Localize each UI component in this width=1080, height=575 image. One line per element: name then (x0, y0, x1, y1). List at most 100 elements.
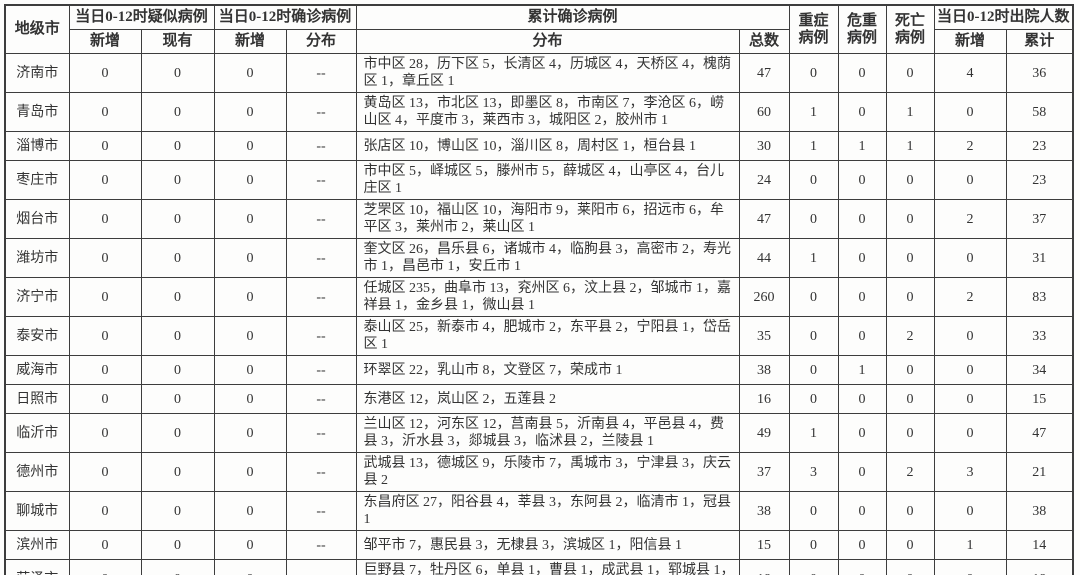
cell-severe: 0 (788, 160, 839, 200)
cell-discharged-cum: 21 (1005, 452, 1074, 492)
cell-discharged-cum: 23 (1005, 160, 1074, 200)
table-row: 滨州市 0 0 0 -- 邹平市 7，惠民县 3，无棣县 3，滨城区 1，阳信县 1 15 0… (4, 530, 1074, 560)
cell-city: 菏泽市 (4, 559, 70, 575)
cell-critical: 0 (837, 491, 887, 531)
cell-cumulative-dist: 市中区 28，历下区 5，长清区 4，历城区 4，天桥区 4，槐荫区 1，章丘区… (355, 53, 740, 93)
cell-suspected-new: 0 (68, 316, 142, 356)
cell-death: 0 (885, 413, 935, 453)
cell-cumulative-total: 38 (738, 355, 790, 385)
table-row: 潍坊市 0 0 0 -- 奎文区 26，昌乐县 6，诸城市 4，临朐县 3，高密市 2，寿… (4, 238, 1074, 278)
cell-cumulative-total: 30 (738, 131, 790, 161)
table-row: 菏泽市000--巨野县 7，牡丹区 6，单县 1，曹县 1，成武县 1，郓城县 … (4, 559, 1074, 575)
cell-cumulative-dist: 东昌府区 27，阳谷县 4，莘县 3，东阿县 2，临清市 1，冠县 1 (355, 491, 740, 531)
table-row: 德州市 0 0 0 -- 武城县 13，德城区 9，乐陵市 7，禹城市 3，宁津县 3，庆… (4, 452, 1074, 492)
cell-suspected-new: 0 (68, 238, 142, 278)
cell-city: 青岛市 (4, 92, 70, 132)
cell-city: 济宁市 (4, 277, 70, 317)
cell-confirmed-dist: -- (285, 530, 357, 560)
cell-confirmed-new: 0 (213, 238, 287, 278)
cell-severe: 0 (788, 355, 839, 385)
cell-confirmed-new: 0 (213, 530, 287, 560)
cell-cumulative-total: 47 (738, 199, 790, 239)
cell-death: 0 (885, 355, 935, 385)
cell-cumulative-dist: 巨野县 7，牡丹区 6，单县 1，曹县 1，成武县 1，郓城县 1，东明县 1 (355, 559, 740, 575)
cell-suspected-new: 0 (68, 53, 142, 93)
table-body: 济南市 0 0 0 -- 市中区 28，历下区 5，长清区 4，历城区 4，天桥区 4，槐… (4, 53, 1074, 575)
cell-severe: 0 (788, 559, 839, 575)
cell-confirmed-dist: -- (285, 131, 357, 161)
cell-critical: 0 (837, 452, 887, 492)
cell-critical: 0 (837, 413, 887, 453)
cell-confirmed-dist: -- (285, 384, 357, 414)
cell-suspected-new: 0 (68, 131, 142, 161)
cell-suspected-existing: 0 (140, 277, 215, 317)
cell-confirmed-dist: -- (285, 452, 357, 492)
cell-death: 0 (885, 238, 935, 278)
cell-suspected-existing: 0 (140, 238, 215, 278)
cell-death: 1 (885, 92, 935, 132)
header-confirmed-dist: 分布 (285, 29, 357, 54)
cell-death: 0 (885, 559, 935, 575)
cell-discharged-new: 0 (933, 491, 1007, 531)
cell-city: 聊城市 (4, 491, 70, 531)
cell-suspected-existing: 0 (140, 491, 215, 531)
cell-confirmed-new: 0 (213, 316, 287, 356)
cell-city: 滨州市 (4, 530, 70, 560)
header-discharged-cum: 累计 (1005, 29, 1074, 54)
cell-suspected-existing: 0 (140, 53, 215, 93)
cell-critical: 0 (837, 316, 887, 356)
cell-city: 德州市 (4, 452, 70, 492)
header-discharged-new: 新增 (933, 29, 1007, 54)
cell-cumulative-dist: 东港区 12，岚山区 2，五莲县 2 (355, 384, 740, 414)
header-suspected-new: 新增 (68, 29, 142, 54)
cell-discharged-new: 0 (933, 355, 1007, 385)
cell-discharged-new: 1 (933, 530, 1007, 560)
cell-suspected-new: 0 (68, 530, 142, 560)
cell-critical: 0 (837, 199, 887, 239)
cell-discharged-cum: 34 (1005, 355, 1074, 385)
cell-death: 0 (885, 277, 935, 317)
cell-cumulative-dist: 芝罘区 10，福山区 10，海阳市 9，莱阳市 6，招远市 6，牟平区 3，莱州… (355, 199, 740, 239)
cell-suspected-existing: 0 (140, 452, 215, 492)
cell-suspected-existing: 0 (140, 530, 215, 560)
cell-confirmed-new: 0 (213, 131, 287, 161)
cell-suspected-new: 0 (68, 355, 142, 385)
cell-confirmed-new: 0 (213, 413, 287, 453)
header-discharged-group: 当日0-12时出院人数 (933, 4, 1074, 30)
cell-confirmed-dist: -- (285, 316, 357, 356)
cell-severe: 1 (788, 413, 839, 453)
cell-city: 枣庄市 (4, 160, 70, 200)
cell-city: 烟台市 (4, 199, 70, 239)
cell-discharged-new: 2 (933, 277, 1007, 317)
cell-death: 0 (885, 491, 935, 531)
cell-severe: 0 (788, 199, 839, 239)
cell-city: 淄博市 (4, 131, 70, 161)
cell-cumulative-dist: 张店区 10，博山区 10，淄川区 8，周村区 1，桓台县 1 (355, 131, 740, 161)
cell-discharged-new: 0 (933, 160, 1007, 200)
cell-discharged-cum: 23 (1005, 131, 1074, 161)
header-confirmed-group: 当日0-12时确诊病例 (213, 4, 357, 30)
cell-city: 日照市 (4, 384, 70, 414)
table-row: 威海市 0 0 0 -- 环翠区 22，乳山市 8，文登区 7，荣成市 1 38 0 1 0 0 34 (4, 355, 1074, 385)
cell-suspected-existing: 0 (140, 92, 215, 132)
cell-discharged-cum: 47 (1005, 413, 1074, 453)
cell-discharged-cum: 33 (1005, 316, 1074, 356)
cell-suspected-new: 0 (68, 559, 142, 575)
cell-confirmed-dist: -- (285, 413, 357, 453)
cell-death: 0 (885, 53, 935, 93)
header-death: 死亡病例 (885, 4, 935, 54)
cell-city: 威海市 (4, 355, 70, 385)
cell-death: 2 (885, 452, 935, 492)
cell-suspected-existing: 0 (140, 199, 215, 239)
cell-discharged-cum: 37 (1005, 199, 1074, 239)
cell-discharged-cum: 83 (1005, 277, 1074, 317)
table-row: 济南市 0 0 0 -- 市中区 28，历下区 5，长清区 4，历城区 4，天桥区 4，槐… (4, 53, 1074, 93)
header-suspected-group: 当日0-12时疑似病例 (68, 4, 215, 30)
header-city: 地级市 (4, 4, 70, 54)
cell-cumulative-total: 60 (738, 92, 790, 132)
cell-cumulative-dist: 市中区 5，峄城区 5，滕州市 5，薛城区 4，山亭区 4，台儿庄区 1 (355, 160, 740, 200)
cell-death: 1 (885, 131, 935, 161)
cell-suspected-existing: 0 (140, 559, 215, 575)
cell-cumulative-dist: 兰山区 12，河东区 12，莒南县 5，沂南县 4，平邑县 4，费县 3，沂水县… (355, 413, 740, 453)
